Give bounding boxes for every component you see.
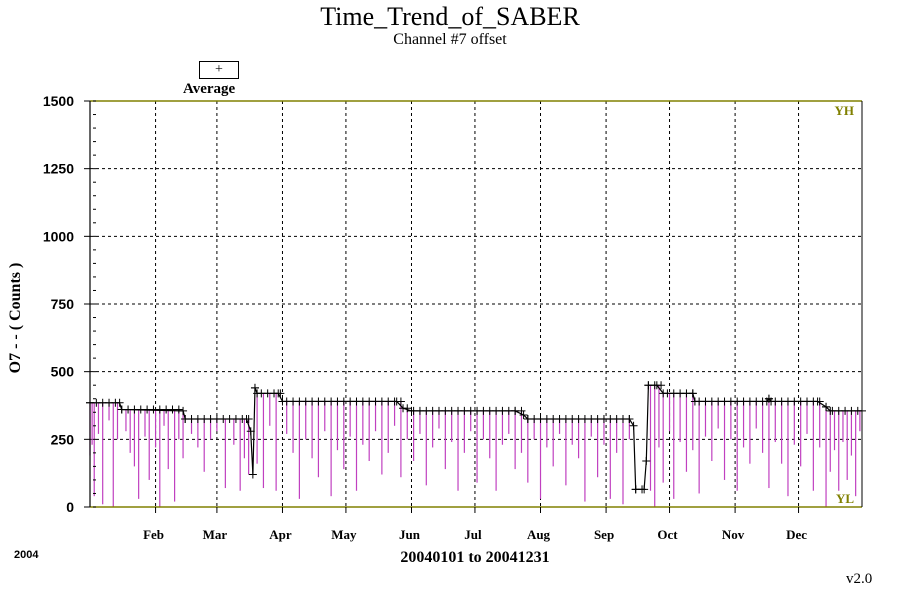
average-line	[90, 384, 862, 490]
average-point	[407, 406, 416, 415]
average-point	[117, 405, 126, 414]
chart-subtitle: Channel #7 offset	[393, 31, 507, 48]
x-axis-label: 20040101 to 20041231	[400, 549, 550, 566]
low-limit-label: YL	[836, 491, 854, 506]
grid	[90, 101, 862, 507]
y-tick-label: 1250	[43, 161, 74, 177]
average-point	[248, 470, 257, 479]
y-tick-label: 0	[66, 499, 74, 515]
x-tick-label: Jun	[399, 527, 421, 542]
average-point	[250, 383, 259, 392]
average-point	[246, 427, 255, 436]
average-point	[659, 389, 668, 398]
legend-label: Average	[183, 81, 236, 97]
legend-marker: +	[199, 61, 239, 79]
version-label: v2.0	[846, 571, 873, 587]
average-point	[174, 405, 183, 414]
y-tick-label: 1500	[43, 93, 74, 109]
x-tick-label: May	[331, 527, 357, 542]
average-point	[523, 415, 532, 424]
y-tick-label: 750	[51, 296, 75, 312]
average-point	[688, 389, 697, 398]
high-limit-label: YH	[835, 103, 855, 118]
y-axis: 0 250 500 750 1000 1250 1500	[43, 93, 96, 515]
average-point	[274, 389, 283, 398]
x-tick-label: Dec	[786, 527, 807, 542]
x-tick-label: Sep	[594, 527, 614, 542]
average-point	[631, 485, 640, 494]
average-point	[278, 397, 287, 406]
average-point	[644, 381, 653, 390]
x-tick-label: Nov	[722, 527, 745, 542]
average-point	[625, 415, 634, 424]
y-tick-label: 500	[51, 364, 75, 380]
average-point	[392, 397, 401, 406]
average-point	[181, 415, 190, 424]
average-point	[511, 406, 520, 415]
average-point	[652, 381, 661, 390]
average-point	[115, 398, 124, 407]
average-point	[640, 485, 649, 494]
average-point	[242, 415, 251, 424]
x-tick-label: Oct	[657, 527, 678, 542]
y-tick-label: 250	[51, 431, 75, 447]
average-point	[767, 397, 776, 406]
average-point	[690, 397, 699, 406]
average-point	[399, 404, 408, 413]
average-point	[253, 389, 262, 398]
chart-title: Time_Trend_of_SABER	[320, 2, 580, 31]
x-tick-label: Apr	[269, 527, 292, 542]
x-tick-label: Aug	[527, 527, 551, 542]
average-point	[826, 406, 835, 415]
average-point	[813, 397, 822, 406]
average-point	[822, 402, 831, 411]
spike-series	[89, 385, 861, 507]
average-point	[642, 456, 651, 465]
x-tick-label: Jul	[464, 527, 482, 542]
y-tick-label: 1000	[43, 228, 74, 244]
average-point	[519, 410, 528, 419]
average-point	[629, 421, 638, 430]
x-tick-label: Mar	[203, 527, 228, 542]
average-point	[179, 406, 188, 415]
year-label: 2004	[14, 549, 39, 561]
average-series	[86, 381, 866, 494]
limit-labels: YH YL	[835, 103, 855, 506]
x-axis: Feb Mar Apr May Jun Jul Aug Sep Oct Nov Dec	[143, 507, 807, 542]
x-tick-label: Feb	[143, 527, 164, 542]
